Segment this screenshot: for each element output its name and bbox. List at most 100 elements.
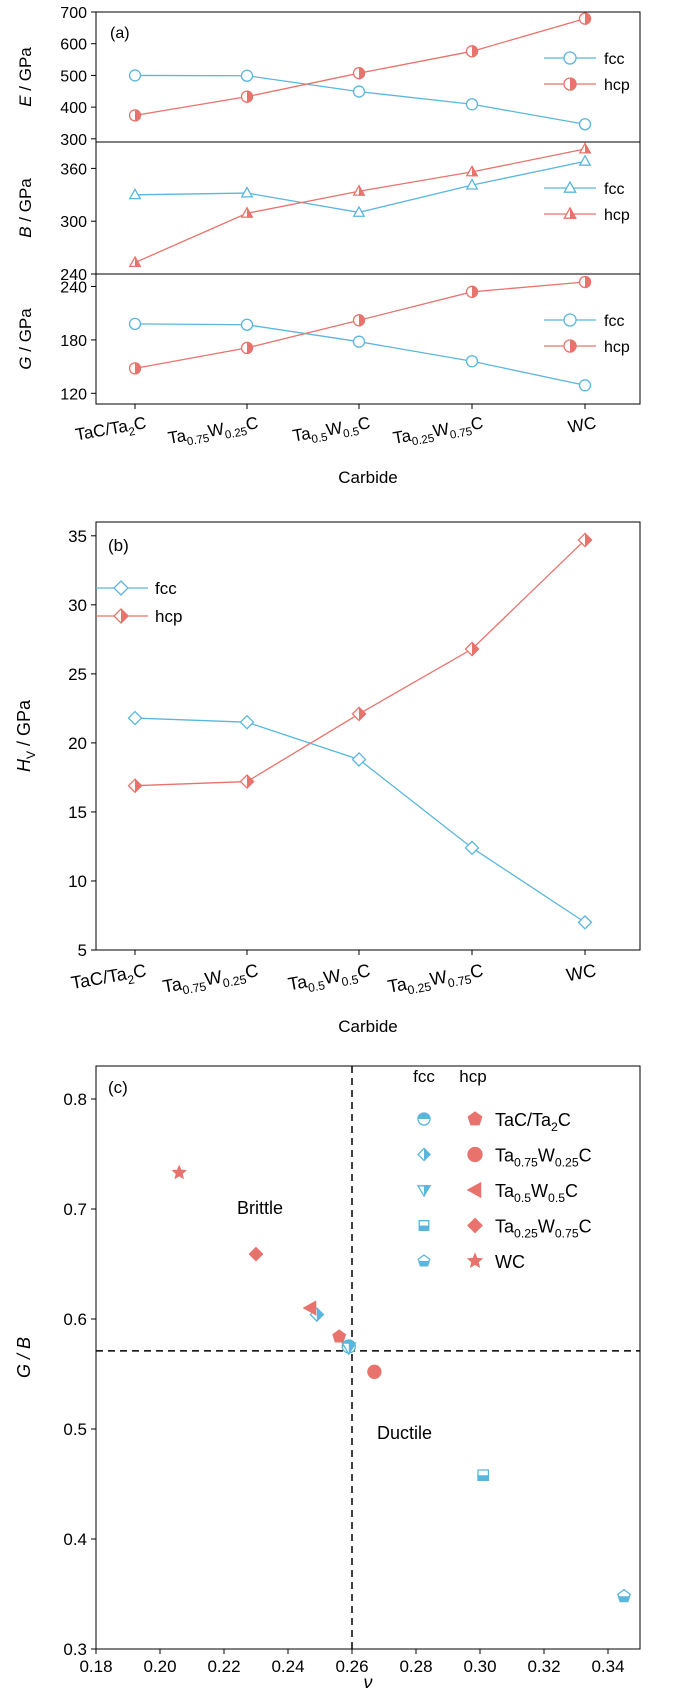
y-tick-label: 0.7 — [63, 1200, 87, 1219]
y-tick-label: 0.6 — [63, 1310, 87, 1329]
marker-shape — [418, 1261, 430, 1267]
marker-diamond-half — [464, 641, 480, 657]
x-tick-label: 0.32 — [527, 1657, 560, 1676]
x-tick-label: 0.34 — [591, 1657, 624, 1676]
marker-filled-diamond — [248, 1246, 264, 1262]
marker-shape — [465, 355, 479, 368]
marker-shape — [247, 774, 255, 789]
legend-label-hcp: hcp — [604, 77, 630, 94]
series-line-fcc — [134, 323, 586, 386]
text-run: W — [203, 967, 223, 990]
subscript: 0.75 — [182, 979, 208, 997]
y-tick-label: 0.8 — [63, 1090, 87, 1109]
marker-triangle — [128, 187, 142, 200]
plot-frame — [95, 521, 641, 951]
marker-shape — [121, 608, 129, 624]
text-run: TaC/Ta — [495, 1110, 552, 1130]
x-tick-label: Ta0.5W0.5C — [291, 413, 372, 449]
marker-shape — [424, 1185, 432, 1198]
panel-c: 0.18 0.20 0.22 0.24 0.26 0.28 0.30 0.32 0.34 0.3 0… — [14, 1065, 641, 1692]
plot-frame — [95, 141, 641, 275]
subscript: 0.5 — [311, 432, 329, 447]
y-tick-label: 25 — [68, 665, 87, 684]
subplot-G: 120 180 240 G / GPa fcc hcp — [16, 273, 641, 405]
x-tick-label: 0.26 — [335, 1657, 368, 1676]
marker-star — [466, 1252, 484, 1269]
x-tick-label: WC — [566, 413, 597, 437]
symbol: B — [16, 226, 35, 237]
plot-frame — [95, 273, 641, 405]
subscript: 0.25 — [555, 1156, 579, 1170]
text-run: C — [579, 1217, 592, 1237]
x-tick-label: TaC/Ta2C — [74, 413, 148, 448]
text-run: Ta — [392, 426, 414, 448]
marker-shape — [332, 1329, 347, 1343]
text-run: C — [355, 960, 371, 982]
legend-header-hcp: hcp — [459, 1067, 486, 1086]
marker-shape — [472, 45, 479, 58]
marker-circle — [352, 335, 366, 348]
marker-circle — [128, 317, 142, 331]
marker-diamond-half — [113, 608, 129, 624]
marker-circle — [465, 98, 479, 111]
marker-shape — [367, 1364, 382, 1379]
subscript: 0.25 — [224, 426, 248, 442]
y-tick-label: 20 — [68, 734, 87, 753]
marker-shape — [617, 1596, 631, 1603]
y-tick-label: 240 — [60, 267, 87, 284]
y-tick-label: 35 — [68, 527, 87, 546]
marker-shape — [247, 341, 254, 355]
marker-shape — [472, 285, 479, 298]
marker-circle — [128, 69, 142, 82]
marker-circle — [563, 313, 577, 327]
y-axis-label: B / GPa — [16, 178, 35, 238]
panel-a: 300 400 500 600 700 E / GPa fcc hcp 240 300 360 B /… — [16, 5, 641, 487]
subscript: 0.5 — [340, 972, 359, 989]
legend-label-fcc: fcc — [155, 579, 177, 598]
marker-circle-half — [240, 90, 254, 103]
unit: / GPa — [16, 308, 35, 357]
subscript: 0.75 — [555, 1227, 579, 1241]
subscript: 0.5 — [342, 426, 360, 441]
marker-shape — [240, 69, 254, 82]
legend-label-fcc: fcc — [604, 313, 624, 330]
marker-triangle-half — [352, 184, 366, 196]
text-run: C — [356, 413, 371, 434]
x-axis-label: Carbide — [338, 1017, 398, 1036]
marker-diamond-half — [577, 532, 593, 548]
marker-diamond — [351, 752, 367, 767]
text-run: C — [243, 960, 259, 982]
subscript: 0.75 — [449, 426, 473, 442]
marker-shape — [352, 85, 366, 98]
y-tick-label: 180 — [60, 333, 87, 350]
x-tick-label: WC — [565, 960, 598, 985]
legend-label-fcc: fcc — [604, 51, 624, 68]
marker-shape — [135, 255, 142, 268]
marker-shape — [424, 1147, 431, 1162]
marker-triangle-half — [240, 206, 254, 218]
marker-shape — [585, 142, 592, 154]
series-line-hcp — [134, 148, 586, 264]
text-run: Ta — [291, 424, 313, 446]
y-tick-label: 400 — [60, 100, 87, 117]
y-axis-label: HV / GPa — [14, 699, 38, 772]
marker-shape — [465, 178, 479, 190]
text-run: Ta — [495, 1217, 515, 1237]
marker-shape — [563, 180, 577, 193]
x-tick-label: Ta0.25W0.75C — [392, 413, 486, 451]
marker-shape — [316, 1307, 325, 1323]
subscript: 0.5 — [514, 1191, 531, 1205]
marker-shape — [585, 12, 592, 25]
marker-circle — [352, 85, 366, 98]
marker-triangle — [352, 205, 366, 217]
text-run: Ta — [167, 426, 189, 448]
marker-diamond — [464, 840, 480, 856]
text-run: Ta — [161, 974, 184, 997]
marker-shape — [248, 1246, 264, 1262]
marker-shape — [472, 641, 480, 657]
y-tick-label: 0.3 — [63, 1640, 87, 1659]
y-tick-label: 240 — [60, 279, 87, 296]
marker-shape — [578, 154, 592, 166]
marker-shape — [464, 840, 480, 856]
marker-shape — [113, 580, 129, 596]
